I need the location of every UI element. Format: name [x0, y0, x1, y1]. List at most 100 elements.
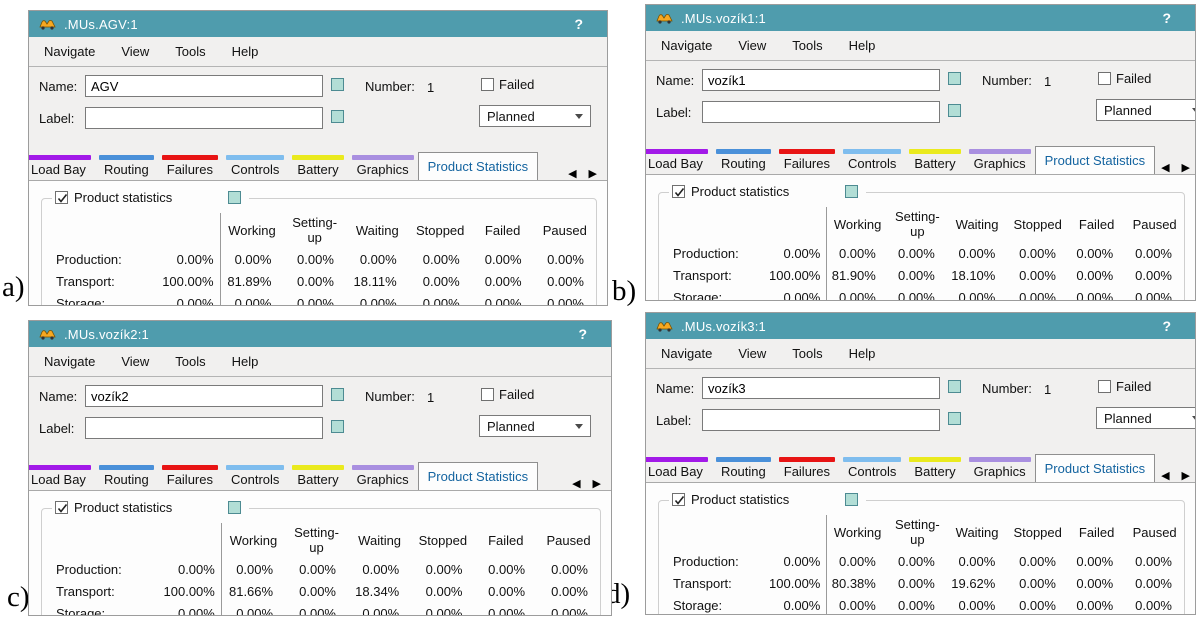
label-input[interactable] — [702, 101, 940, 123]
help-button[interactable]: ? — [578, 326, 587, 342]
statistics-inherit-button[interactable] — [228, 191, 242, 204]
menu-view[interactable]: View — [121, 354, 150, 369]
label-input[interactable] — [85, 417, 323, 439]
tab-scroll-left-icon[interactable]: ◀ — [568, 168, 577, 180]
label-input[interactable] — [85, 107, 323, 129]
menu-help[interactable]: Help — [848, 38, 876, 53]
help-button[interactable]: ? — [1162, 318, 1171, 334]
menu-navigate[interactable]: Navigate — [44, 44, 96, 59]
tab-routing[interactable]: Routing — [95, 465, 158, 490]
tab-load-bay[interactable]: Load Bay — [29, 155, 95, 180]
help-button[interactable]: ? — [1162, 10, 1171, 26]
product-statistics-checkbox[interactable] — [55, 191, 68, 204]
menu-tools[interactable]: Tools — [792, 38, 823, 53]
tab-battery[interactable]: Battery — [288, 465, 347, 490]
name-inherit-button[interactable] — [948, 380, 961, 393]
statistics-inherit-button[interactable] — [228, 501, 242, 514]
tab-routing[interactable]: Routing — [712, 457, 775, 482]
failed-checkbox-box[interactable] — [1098, 72, 1111, 85]
menu-tools[interactable]: Tools — [175, 44, 206, 59]
tab-failures[interactable]: Failures — [775, 149, 839, 174]
menu-view[interactable]: View — [738, 346, 767, 361]
tab-scroll-left-icon[interactable]: ◀ — [1161, 470, 1170, 482]
title-bar[interactable]: .MUs.vozík2:1 ? — [29, 321, 611, 347]
failed-checkbox[interactable]: Failed — [481, 77, 534, 92]
tab-load-bay[interactable]: Load Bay — [646, 149, 712, 174]
name-input[interactable] — [85, 75, 323, 97]
tab-product-statistics[interactable]: Product Statistics — [417, 462, 539, 490]
tab-failures[interactable]: Failures — [158, 155, 222, 180]
tab-product-statistics[interactable]: Product Statistics — [417, 152, 539, 180]
status-dropdown[interactable]: Planned — [479, 105, 591, 127]
label-input[interactable] — [702, 409, 940, 431]
row-label: Transport: — [673, 268, 732, 283]
statistics-inherit-button[interactable] — [845, 185, 859, 198]
menu-help[interactable]: Help — [848, 346, 876, 361]
product-statistics-checkbox[interactable] — [55, 501, 68, 514]
title-bar[interactable]: .MUs.vozík1:1 ? — [646, 5, 1195, 31]
name-inherit-button[interactable] — [331, 388, 344, 401]
tab-failures[interactable]: Failures — [158, 465, 222, 490]
tab-scroll-right-icon[interactable]: ▶ — [592, 478, 601, 490]
failed-checkbox[interactable]: Failed — [1098, 379, 1151, 394]
name-input[interactable] — [85, 385, 323, 407]
tab-scroll-right-icon[interactable]: ▶ — [1181, 162, 1191, 174]
menu-tools[interactable]: Tools — [792, 346, 823, 361]
table-row: Storage: 0.00% 0.00% 0.00% 0.00% 0.00% 0… — [48, 293, 596, 305]
menu-navigate[interactable]: Navigate — [44, 354, 96, 369]
product-statistics-checkbox[interactable] — [672, 493, 685, 506]
menu-help[interactable]: Help — [231, 44, 259, 59]
status-dropdown[interactable]: Planned — [1096, 407, 1195, 429]
name-input[interactable] — [702, 69, 940, 91]
tab-graphics[interactable]: Graphics — [348, 155, 418, 180]
tab-controls[interactable]: Controls — [839, 149, 905, 174]
menu-tools[interactable]: Tools — [175, 354, 206, 369]
tab-graphics[interactable]: Graphics — [965, 457, 1035, 482]
status-dropdown[interactable]: Planned — [1096, 99, 1195, 121]
tab-graphics[interactable]: Graphics — [348, 465, 418, 490]
tab-scroll-left-icon[interactable]: ◀ — [1161, 162, 1170, 174]
table-row: Production: 0.00% 0.00% 0.00% 0.00% 0.00… — [48, 559, 600, 581]
failed-checkbox[interactable]: Failed — [481, 387, 534, 402]
tab-scroll-right-icon[interactable]: ▶ — [1181, 470, 1191, 482]
tab-scroll-right-icon[interactable]: ▶ — [588, 168, 597, 180]
tab-battery[interactable]: Battery — [905, 149, 964, 174]
tab-routing[interactable]: Routing — [95, 155, 158, 180]
label-inherit-button[interactable] — [331, 110, 344, 123]
menu-navigate[interactable]: Navigate — [661, 38, 713, 53]
failed-checkbox[interactable]: Failed — [1098, 71, 1151, 86]
failed-checkbox-box[interactable] — [481, 388, 494, 401]
tab-scroll-left-icon[interactable]: ◀ — [572, 478, 581, 490]
product-statistics-checkbox[interactable] — [672, 185, 685, 198]
cell: 0.00% — [958, 246, 996, 261]
tab-battery[interactable]: Battery — [905, 457, 964, 482]
help-button[interactable]: ? — [574, 16, 583, 32]
title-bar[interactable]: .MUs.vozík3:1 ? — [646, 313, 1195, 339]
tab-product-statistics[interactable]: Product Statistics — [1034, 454, 1156, 482]
menu-help[interactable]: Help — [231, 354, 259, 369]
tab-failures[interactable]: Failures — [775, 457, 839, 482]
name-inherit-button[interactable] — [331, 78, 344, 91]
label-inherit-button[interactable] — [948, 412, 961, 425]
label-inherit-button[interactable] — [331, 420, 344, 433]
tab-controls[interactable]: Controls — [839, 457, 905, 482]
failed-checkbox-box[interactable] — [481, 78, 494, 91]
tab-controls[interactable]: Controls — [222, 465, 288, 490]
label-inherit-button[interactable] — [948, 104, 961, 117]
name-input[interactable] — [702, 377, 940, 399]
status-dropdown[interactable]: Planned — [479, 415, 591, 437]
tab-battery[interactable]: Battery — [288, 155, 347, 180]
title-bar[interactable]: .MUs.AGV:1 ? — [29, 11, 607, 37]
name-inherit-button[interactable] — [948, 72, 961, 85]
tab-graphics[interactable]: Graphics — [965, 149, 1035, 174]
tab-routing[interactable]: Routing — [712, 149, 775, 174]
tab-controls[interactable]: Controls — [222, 155, 288, 180]
menu-navigate[interactable]: Navigate — [661, 346, 713, 361]
menu-view[interactable]: View — [121, 44, 150, 59]
tab-product-statistics[interactable]: Product Statistics — [1034, 146, 1156, 174]
menu-view[interactable]: View — [738, 38, 767, 53]
tab-load-bay[interactable]: Load Bay — [29, 465, 95, 490]
failed-checkbox-box[interactable] — [1098, 380, 1111, 393]
tab-load-bay[interactable]: Load Bay — [646, 457, 712, 482]
statistics-inherit-button[interactable] — [845, 493, 859, 506]
